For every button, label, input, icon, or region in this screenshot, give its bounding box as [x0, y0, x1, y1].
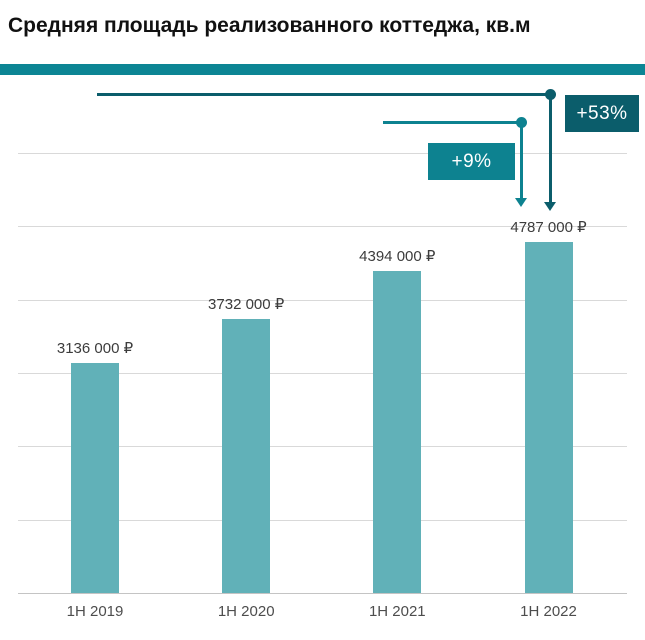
- x-tick-label: 1H 2021: [368, 603, 426, 620]
- x-tick-label: 1H 2019: [66, 603, 124, 620]
- bar-2: [222, 319, 271, 593]
- x-axis-line: [18, 593, 627, 594]
- annotation-connector-line: [97, 92, 550, 96]
- bar-3: [373, 270, 422, 593]
- annotation-arrow-shaft: [519, 122, 523, 198]
- annotation-arrowhead-icon: [544, 202, 556, 211]
- bar-value-label: 4787 000 ₽: [510, 218, 587, 236]
- gridline: [18, 446, 627, 448]
- annotation-badge-growth-9pct: +9%: [428, 143, 515, 180]
- bar-value-label: 3136 000 ₽: [56, 340, 134, 358]
- chart-title: Средняя площадь реализованного коттеджа,…: [8, 14, 531, 37]
- gridline: [18, 153, 627, 155]
- bar-1: [71, 363, 119, 593]
- annotation-arrow-shaft: [548, 94, 552, 202]
- gridline: [18, 373, 627, 374]
- x-tick-label: 1H 2020: [217, 603, 275, 620]
- gridline: [18, 299, 627, 301]
- annotation-connector-line: [383, 120, 521, 124]
- annotation-badge-growth-53pct: +53%: [565, 95, 639, 132]
- x-tick-label: 1H 2022: [520, 603, 577, 620]
- gridline: [18, 519, 627, 521]
- bar-4: [524, 241, 573, 593]
- gridline: [18, 226, 627, 228]
- annotation-arrowhead-icon: [515, 198, 527, 207]
- bar-value-label: 4394 000 ₽: [359, 247, 436, 265]
- bar-value-label: 3732 000 ₽: [208, 296, 285, 314]
- title-accent-band: [0, 64, 645, 75]
